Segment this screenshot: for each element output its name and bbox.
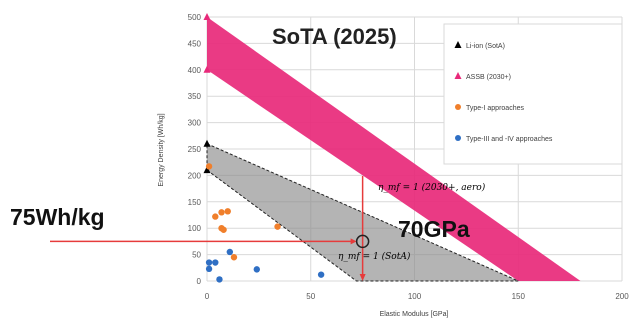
y-tick-label: 100 xyxy=(188,224,202,233)
x-tick-label: 0 xyxy=(205,292,210,301)
y-tick-label: 400 xyxy=(188,66,202,75)
data-point xyxy=(274,223,281,230)
x-tick-label: 150 xyxy=(512,292,526,301)
data-point xyxy=(317,271,325,278)
legend-box xyxy=(443,23,623,165)
formula-annotation: η_mf = 1 (SotA) xyxy=(338,251,411,262)
callout-arrows xyxy=(50,176,370,281)
y-tick-label: 450 xyxy=(188,39,202,48)
y-tick-label: 150 xyxy=(188,198,202,207)
y-tick-label: 300 xyxy=(188,119,202,128)
data-point xyxy=(212,213,219,220)
data-point xyxy=(226,248,234,256)
callout-elastic-modulus: 70GPa xyxy=(398,216,470,242)
callout-energy-density: 75Wh/kg xyxy=(10,204,105,230)
legend-label: ASSB (2030+) xyxy=(466,74,511,81)
legend-marker xyxy=(455,135,461,141)
y-tick-label: 350 xyxy=(188,92,202,101)
y-axis-label: Energy Density [Wh/kg] xyxy=(158,113,165,186)
legend-marker xyxy=(455,104,461,110)
y-tick-label: 250 xyxy=(188,145,202,154)
y-tick-label: 500 xyxy=(188,13,202,22)
data-point xyxy=(203,13,211,20)
legend: Li-ion (SotA) ASSB (2030+) Type-I approach… xyxy=(443,23,623,165)
y-tick-label: 50 xyxy=(192,251,201,260)
data-point xyxy=(224,208,231,215)
x-tick-label: 100 xyxy=(408,292,422,301)
legend-marker xyxy=(454,72,462,79)
data-point xyxy=(216,276,223,283)
legend-marker xyxy=(454,41,462,48)
arrowhead xyxy=(359,274,366,281)
data-points xyxy=(203,13,325,283)
legend-label: Type-I approaches xyxy=(466,105,524,112)
assb-region xyxy=(207,17,581,281)
data-point xyxy=(230,254,238,261)
formula-annotation: η_mf = 1 (2030+, aero) xyxy=(378,182,486,193)
legend-label: Li-ion (SotA) xyxy=(466,43,505,50)
data-point xyxy=(203,139,211,147)
y-tick-label: 200 xyxy=(188,171,202,180)
arrowhead xyxy=(350,238,357,245)
highlight-circle xyxy=(355,234,370,249)
data-point xyxy=(212,259,219,266)
data-point xyxy=(203,166,211,174)
x-tick-label: 200 xyxy=(615,292,629,301)
data-point xyxy=(205,265,213,273)
legend-label: Type-III and -IV approaches xyxy=(466,136,553,143)
data-point xyxy=(253,266,260,273)
x-axis-label: Elastic Modulus [GPa] xyxy=(380,311,449,318)
annotations: η_mf = 1 (2030+, aero) η_mf = 1 (SotA) xyxy=(338,182,486,262)
y-tick-label: 0 xyxy=(197,277,202,286)
tick-labels: 0 50 100 150 200 250 300 350 400 450 500 0 50 100 150 2… xyxy=(188,13,630,301)
data-point xyxy=(203,65,211,73)
data-point xyxy=(205,259,213,266)
data-point xyxy=(205,163,213,170)
chart-title: SoTA (2025) xyxy=(272,24,397,49)
x-tick-label: 50 xyxy=(306,292,315,301)
data-point xyxy=(218,209,225,216)
data-point xyxy=(220,226,227,233)
